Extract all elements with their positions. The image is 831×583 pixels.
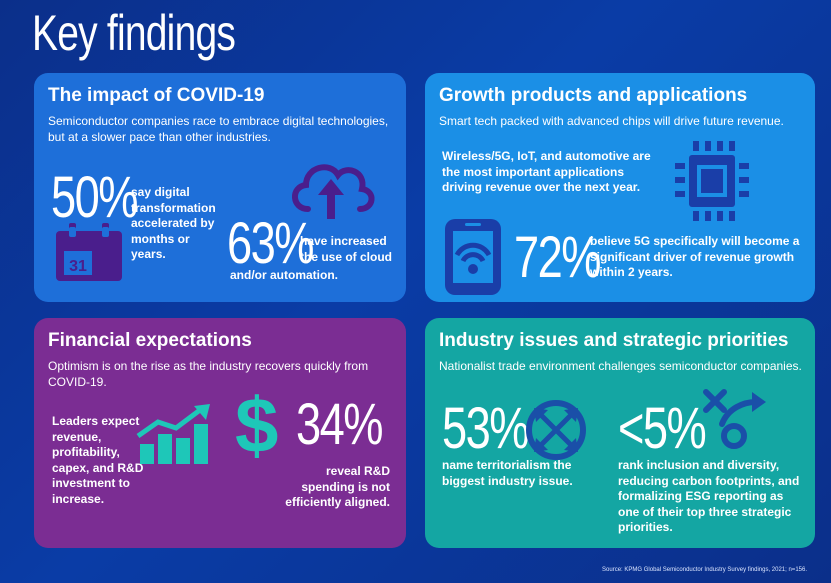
- covid-stat2-text-a: have increased the use of cloud: [300, 234, 393, 264]
- dollar-icon: $: [235, 381, 279, 469]
- strategy-icon: [700, 386, 780, 450]
- financial-title: Financial expectations: [48, 330, 252, 351]
- calendar-icon: 31: [54, 223, 124, 283]
- covid-stat1-value: 50%: [51, 165, 138, 230]
- growth-panel: Growth products and applications Smart t…: [425, 73, 815, 302]
- issues-panel: Industry issues and strategic priorities…: [425, 318, 815, 548]
- covid-title: The impact of COVID-19: [48, 85, 265, 106]
- growth-subtitle: Smart tech packed with advanced chips wi…: [439, 113, 784, 128]
- issues-stat2-value: <5%: [618, 396, 707, 461]
- growth-stat-text: believe 5G specifically will become a si…: [590, 234, 800, 280]
- covid-subtitle: Semiconductor companies race to embrace …: [48, 113, 389, 145]
- financial-stat-value: 34%: [296, 392, 383, 457]
- issues-title: Industry issues and strategic priorities: [439, 330, 789, 351]
- financial-panel: Financial expectations Optimism is on th…: [34, 318, 406, 548]
- bar-chart-icon: [134, 404, 214, 466]
- issues-subtitle: Nationalist trade environment challenges…: [439, 358, 802, 373]
- covid-stat1-text: say digital transformation accelerated b…: [131, 185, 216, 262]
- covid-stat2-text-b: and/or automation.: [230, 268, 338, 282]
- globe-arrows-icon: [524, 398, 588, 462]
- growth-title: Growth products and applications: [439, 85, 748, 106]
- smartphone-wireless-icon: [443, 217, 503, 297]
- issues-stat2-text: rank inclusion and diversity, reducing c…: [618, 458, 800, 535]
- source-note: Source: KPMG Global Semiconductor Indust…: [602, 567, 807, 573]
- financial-stat-text: reveal R&D spending is not efficiently a…: [285, 464, 390, 510]
- issues-stat1-value: 53%: [442, 396, 529, 461]
- chip-icon: [675, 137, 749, 225]
- growth-note: Wireless/5G, IoT, and automotive are the…: [442, 149, 651, 195]
- page-title: Key findings: [32, 5, 236, 61]
- covid-panel: The impact of COVID-19 Semiconductor com…: [34, 73, 406, 302]
- financial-note: Leaders expect revenue, profitability, c…: [52, 414, 144, 506]
- growth-stat-value: 72%: [514, 225, 601, 290]
- calendar-day: 31: [69, 258, 87, 275]
- financial-subtitle: Optimism is on the rise as the industry …: [48, 358, 369, 390]
- cloud-upload-icon: [286, 157, 376, 221]
- covid-stat2-value: 63%: [227, 211, 314, 276]
- issues-stat1-text: name territorialism the biggest industry…: [442, 458, 573, 488]
